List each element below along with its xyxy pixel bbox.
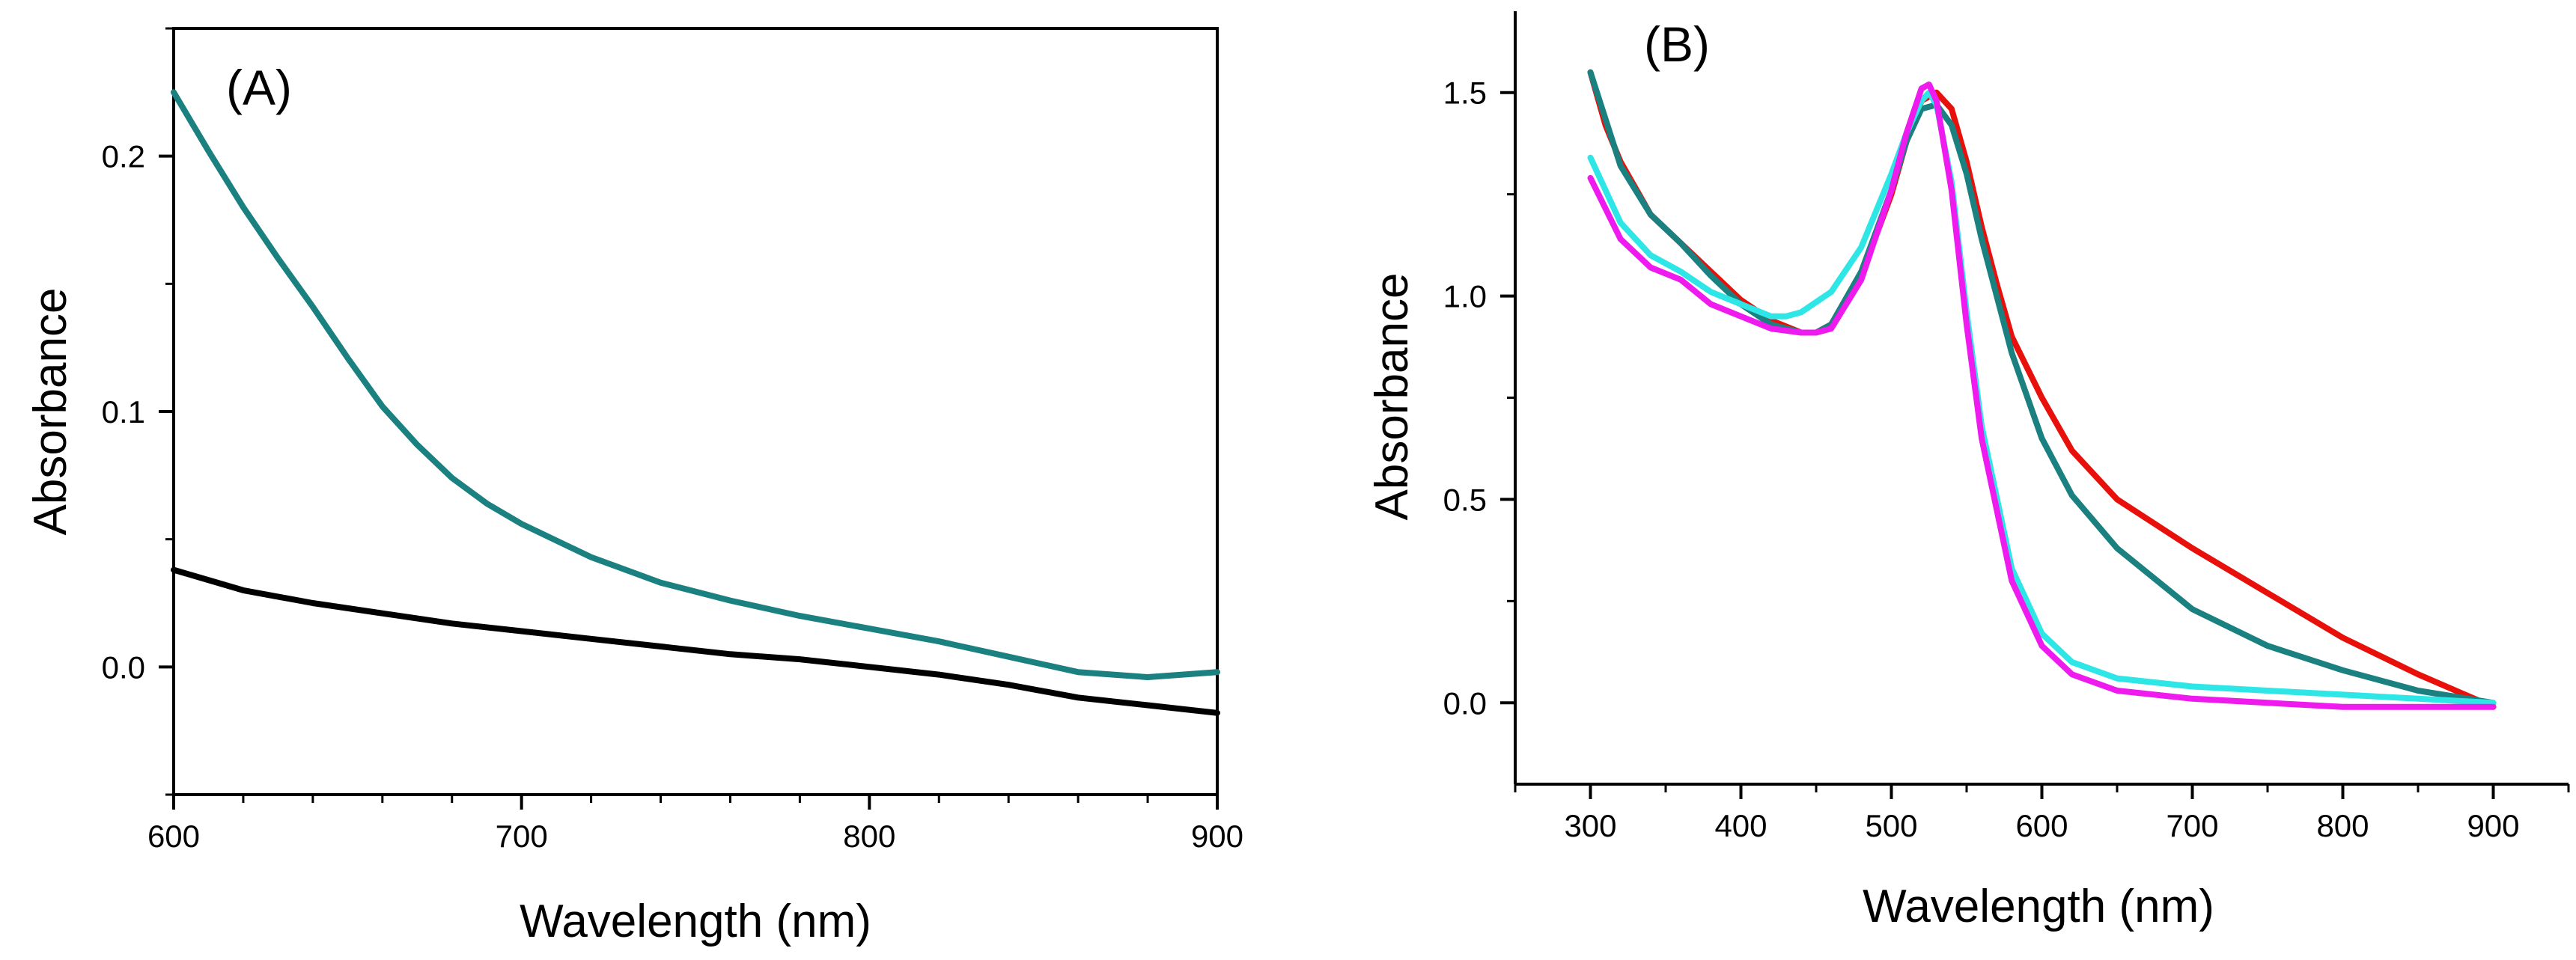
panel-b-x-tick-label: 900	[2467, 808, 2519, 843]
panel-b-x-tick-label: 600	[2015, 808, 2068, 843]
panel-a-label: (A)	[226, 60, 292, 115]
panel-a-ticks: 600 700 800 900 0.0 0.1 0.2	[102, 27, 1243, 854]
panel-a-plot-frame	[172, 27, 1219, 796]
panel-b-y-tick-label: 0.5	[1443, 482, 1487, 517]
panel-b-ticks: 300 400 500 600 700 800 900 0.0 0.5 1.0 1.5	[1443, 76, 2570, 843]
panel-a-x-axis-title: Wavelength (nm)	[520, 896, 871, 947]
panel-b-y-axis-title: Absorbance	[1366, 273, 1418, 521]
panel-a-series	[171, 89, 1220, 716]
panel-b-series-magenta-line	[1587, 81, 2497, 710]
panel-b-x-tick-label: 300	[1564, 808, 1616, 843]
panel-a-series-teal-line	[171, 89, 1220, 680]
panel-a: 600 700 800 900 0.0 0.1 0.2 (A) Wavelength (nm…	[25, 27, 1243, 947]
panel-b-x-tick-label: 400	[1714, 808, 1767, 843]
panel-b-y-tick-label: 0.0	[1443, 685, 1487, 721]
panel-b-label: (B)	[1644, 16, 1710, 72]
panel-b-y-tick-label: 1.0	[1443, 279, 1487, 314]
panel-a-y-tick-label: 0.0	[102, 649, 145, 685]
panel-a-x-tick-label: 600	[147, 819, 200, 854]
panel-b-series-cyan-line	[1587, 89, 2497, 706]
panel-b-series-teal-line	[1587, 69, 2497, 706]
panel-b-x-axis-title: Wavelength (nm)	[1863, 881, 2214, 932]
panel-a-x-tick-label: 900	[1191, 819, 1243, 854]
panel-b-series-red-line	[1587, 69, 2497, 710]
panel-a-x-tick-label: 700	[496, 819, 548, 854]
panel-a-y-tick-label: 0.2	[102, 139, 145, 174]
panel-a-y-axis-title: Absorbance	[25, 288, 76, 536]
panel-b-x-tick-label: 700	[2166, 808, 2218, 843]
panel-b: 300 400 500 600 700 800 900 0.0 0.5 1.0 1.5 (B) Wa…	[1366, 11, 2570, 932]
panel-b-y-tick-label: 1.5	[1443, 76, 1487, 111]
panel-b-series	[1587, 69, 2497, 710]
panel-b-x-tick-label: 500	[1865, 808, 1917, 843]
panel-a-series-black-line	[171, 566, 1220, 716]
panel-a-y-tick-label: 0.1	[102, 394, 145, 429]
panel-a-x-tick-label: 800	[843, 819, 895, 854]
panel-b-x-tick-label: 800	[2316, 808, 2369, 843]
